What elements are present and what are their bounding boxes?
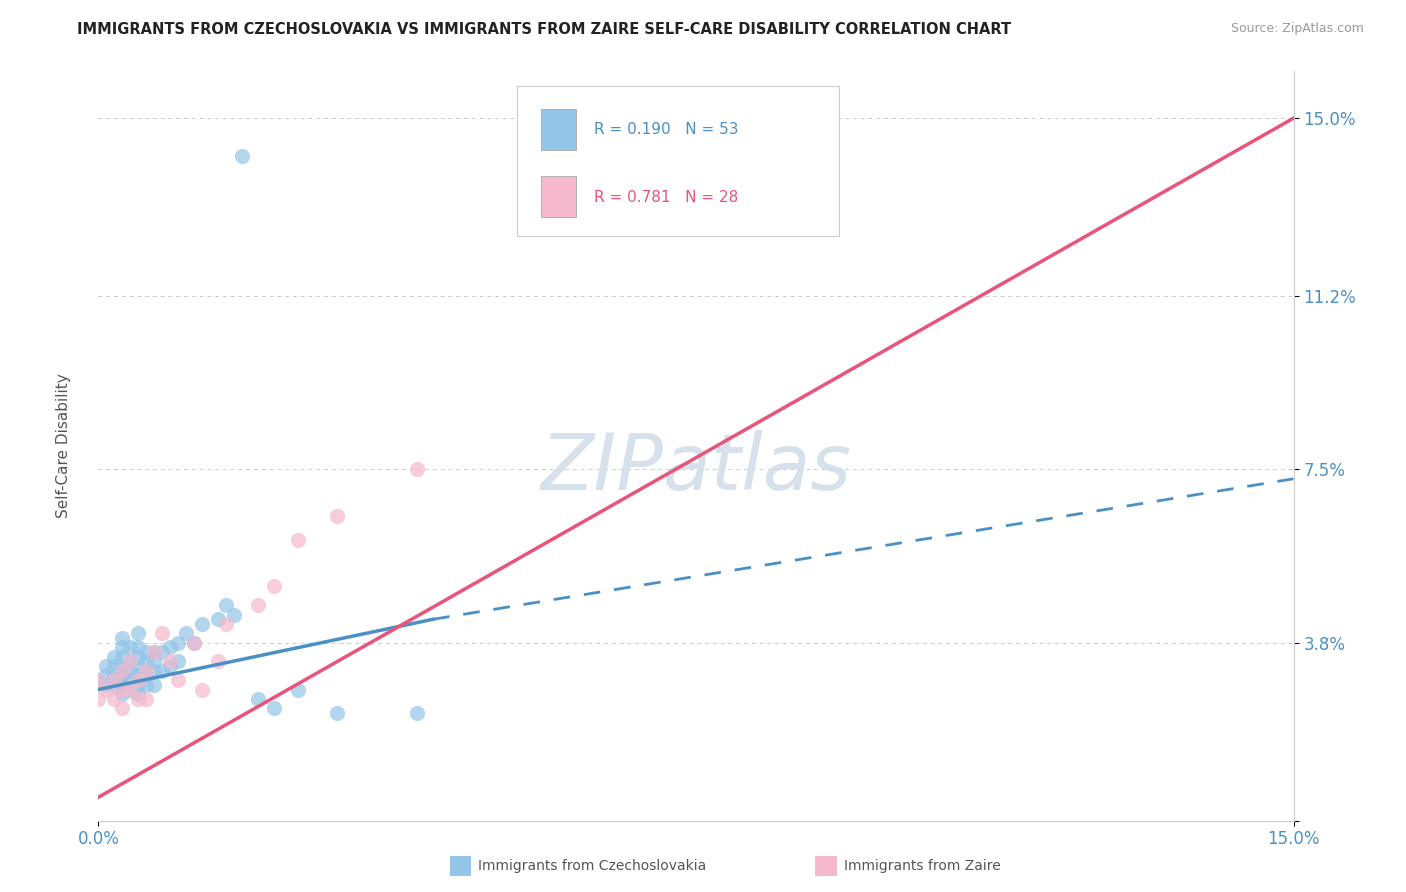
FancyBboxPatch shape [517, 87, 839, 236]
Point [103, 692, 125, 706]
Point [143, 645, 166, 659]
Point [150, 626, 173, 640]
Point [120, 640, 142, 655]
Point [167, 635, 190, 649]
Point [645, 219, 668, 233]
Point [96, 678, 118, 692]
Bar [541, 177, 576, 218]
Point [263, 580, 285, 594]
Point [127, 649, 149, 664]
Point [127, 687, 149, 701]
Point [135, 645, 157, 659]
Point [207, 612, 229, 626]
Point [150, 664, 173, 678]
Point [159, 659, 181, 673]
Text: Immigrants from Zaire: Immigrants from Zaire [844, 859, 1000, 873]
Point [263, 701, 285, 715]
Point [103, 678, 125, 692]
Text: R = 0.190   N = 53: R = 0.190 N = 53 [595, 122, 740, 137]
Point [87, 692, 110, 706]
Point [127, 692, 149, 706]
Text: Immigrants from Czechoslovakia: Immigrants from Czechoslovakia [478, 859, 706, 873]
Point [215, 617, 238, 632]
Text: IMMIGRANTS FROM CZECHOSLOVAKIA VS IMMIGRANTS FROM ZAIRE SELF-CARE DISABILITY COR: IMMIGRANTS FROM CZECHOSLOVAKIA VS IMMIGR… [77, 22, 1011, 37]
Point [150, 645, 173, 659]
Point [103, 659, 125, 673]
Point [103, 649, 125, 664]
Point [143, 655, 166, 669]
Point [159, 640, 181, 655]
Point [406, 706, 429, 720]
Text: Self-Care Disability: Self-Care Disability [56, 374, 70, 518]
Point [127, 640, 149, 655]
Point [127, 668, 149, 682]
Point [246, 692, 269, 706]
Point [87, 673, 110, 688]
Point [103, 673, 125, 688]
Point [111, 649, 134, 664]
Point [207, 655, 229, 669]
Point [287, 682, 309, 697]
Point [120, 655, 142, 669]
Point [111, 687, 134, 701]
Point [111, 631, 134, 645]
Point [120, 673, 142, 688]
Point [96, 659, 118, 673]
Point [135, 678, 157, 692]
Point [191, 682, 214, 697]
Point [135, 668, 157, 682]
Point [120, 682, 142, 697]
Point [191, 617, 214, 632]
Point [111, 659, 134, 673]
Bar [541, 109, 576, 150]
Point [159, 655, 181, 669]
Point [111, 701, 134, 715]
Point [127, 673, 149, 688]
Point [174, 626, 197, 640]
Point [135, 664, 157, 678]
Text: ZIPatlas: ZIPatlas [540, 431, 852, 507]
Point [96, 682, 118, 697]
Point [143, 678, 166, 692]
Point [326, 706, 349, 720]
Point [167, 655, 190, 669]
Point [246, 599, 269, 613]
Point [111, 640, 134, 655]
Point [287, 533, 309, 547]
Point [135, 655, 157, 669]
Point [103, 668, 125, 682]
Point [143, 664, 166, 678]
Point [167, 673, 190, 688]
Point [127, 678, 149, 692]
Point [406, 462, 429, 476]
Point [120, 655, 142, 669]
Point [326, 509, 349, 524]
Point [96, 668, 118, 682]
Point [111, 678, 134, 692]
Point [215, 599, 238, 613]
Point [231, 148, 253, 162]
Point [111, 668, 134, 682]
Point [111, 664, 134, 678]
Point [127, 626, 149, 640]
Point [120, 664, 142, 678]
Text: Source: ZipAtlas.com: Source: ZipAtlas.com [1230, 22, 1364, 36]
Point [183, 635, 205, 649]
Text: R = 0.781   N = 28: R = 0.781 N = 28 [595, 190, 738, 205]
Point [143, 645, 166, 659]
Point [222, 607, 245, 622]
Point [183, 635, 205, 649]
Point [127, 659, 149, 673]
Point [120, 682, 142, 697]
Point [111, 682, 134, 697]
Point [87, 673, 110, 688]
Point [135, 692, 157, 706]
